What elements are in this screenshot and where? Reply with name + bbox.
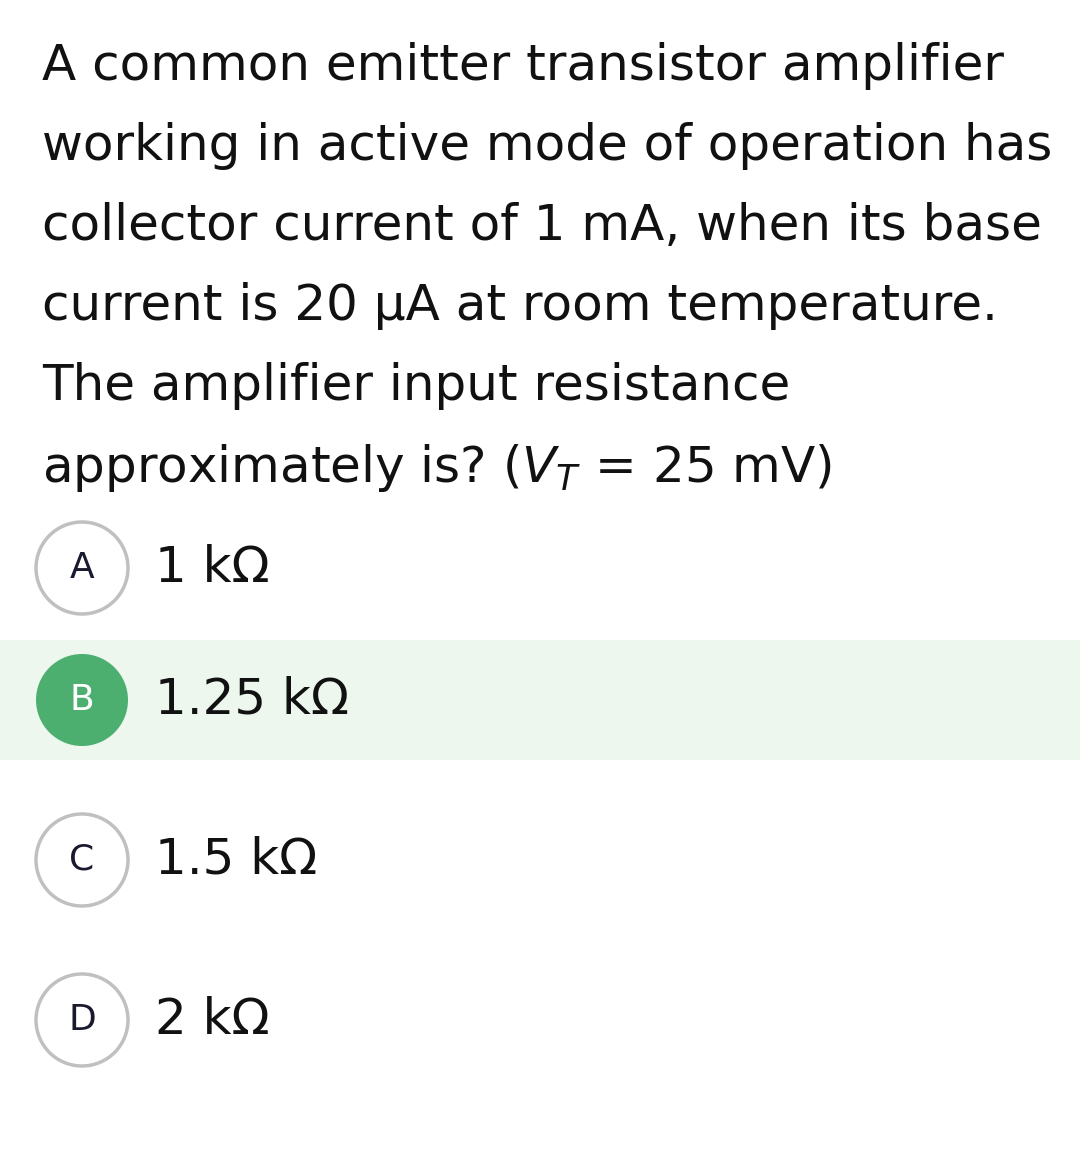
Ellipse shape <box>36 523 129 614</box>
Ellipse shape <box>36 653 129 746</box>
Text: 1.5 kΩ: 1.5 kΩ <box>156 836 318 884</box>
Text: approximately is? ($V_T$ = 25 mV): approximately is? ($V_T$ = 25 mV) <box>42 442 832 494</box>
Text: C: C <box>69 843 95 877</box>
Text: collector current of 1 mA, when its base: collector current of 1 mA, when its base <box>42 202 1042 250</box>
Ellipse shape <box>36 974 129 1066</box>
Text: 1.25 kΩ: 1.25 kΩ <box>156 676 349 724</box>
Text: The amplifier input resistance: The amplifier input resistance <box>42 362 791 410</box>
Text: 1 kΩ: 1 kΩ <box>156 544 270 592</box>
Text: A common emitter transistor amplifier: A common emitter transistor amplifier <box>42 42 1004 90</box>
FancyBboxPatch shape <box>0 639 1080 760</box>
Text: B: B <box>70 683 94 717</box>
Text: current is 20 μA at room temperature.: current is 20 μA at room temperature. <box>42 282 998 330</box>
Text: A: A <box>69 551 94 584</box>
Text: working in active mode of operation has: working in active mode of operation has <box>42 122 1052 170</box>
Text: 2 kΩ: 2 kΩ <box>156 996 270 1044</box>
Ellipse shape <box>36 814 129 906</box>
Text: D: D <box>68 1003 96 1037</box>
